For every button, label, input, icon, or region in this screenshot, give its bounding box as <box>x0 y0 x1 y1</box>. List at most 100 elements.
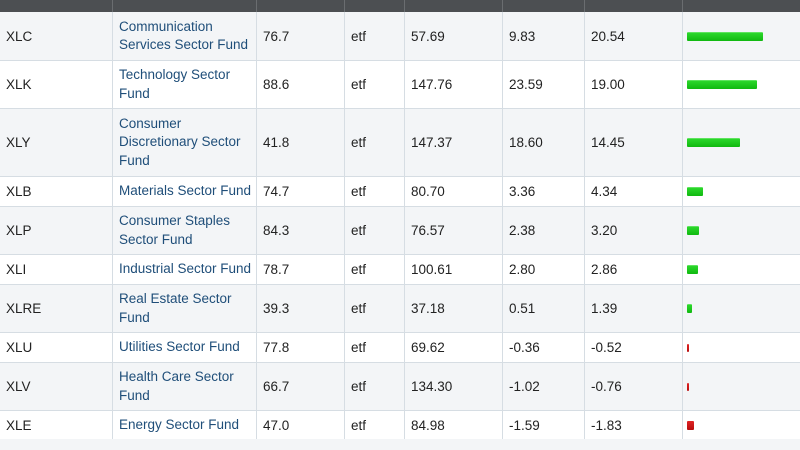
score-cell: 88.6 <box>256 61 344 108</box>
percent-change-cell: 20.54 <box>584 12 682 60</box>
fund-name-link[interactable]: Consumer Discretionary Sector Fund <box>112 109 256 176</box>
fund-name-link[interactable]: Real Estate Sector Fund <box>112 285 256 332</box>
fund-name-line[interactable]: Fund <box>119 85 150 101</box>
performance-bar-cell <box>682 177 800 206</box>
percent-change-cell: 4.34 <box>584 177 682 206</box>
table-row[interactable]: XLC Communication Services Sector Fund 76.7… <box>0 12 800 61</box>
table-row[interactable]: XLE Energy Sector Fund 47.0 etf 84.98 -1.59 -1… <box>0 411 800 441</box>
table-header <box>0 0 800 12</box>
table-row[interactable]: XLK Technology Sector Fund 88.6 etf 147.76 23.… <box>0 61 800 109</box>
fund-name-text[interactable]: Health Care Sector Fund <box>119 368 234 405</box>
table-row[interactable]: XLV Health Care Sector Fund 66.7 etf 134.30 -1… <box>0 363 800 411</box>
price-cell: 69.62 <box>404 333 502 362</box>
symbol-cell: XLV <box>6 379 31 394</box>
fund-name-line[interactable]: Consumer Staples <box>119 213 231 228</box>
fund-name-text[interactable]: Industrial Sector Fund <box>119 260 251 279</box>
price-cell: 100.61 <box>404 255 502 284</box>
fund-name-line[interactable]: Communication <box>119 18 213 34</box>
positive-performance-bar <box>687 31 763 41</box>
fund-name-link[interactable]: Utilities Sector Fund <box>112 333 256 362</box>
change-cell: 0.51 <box>502 285 584 332</box>
fund-name-line[interactable]: Fund <box>119 309 150 325</box>
percent-change-cell: 3.20 <box>584 207 682 254</box>
fund-name-line[interactable]: Sector Fund <box>119 231 193 247</box>
negative-performance-bar <box>687 382 689 391</box>
fund-name-text[interactable]: Consumer Discretionary Sector Fund <box>119 115 241 171</box>
fund-name-line[interactable]: Discretionary Sector <box>119 134 241 150</box>
fund-name-line[interactable]: Materials Sector Fund <box>119 183 252 199</box>
table-row[interactable]: XLY Consumer Discretionary Sector Fund 41.8 e… <box>0 109 800 177</box>
fund-name-text[interactable]: Energy Sector Fund <box>119 416 239 435</box>
type-cell: etf <box>344 363 404 410</box>
change-cell: -1.59 <box>502 411 584 440</box>
table-row[interactable]: XLI Industrial Sector Fund 78.7 etf 100.61 2.… <box>0 255 800 285</box>
score-cell: 78.7 <box>256 255 344 284</box>
fund-name-text[interactable]: Communication Services Sector Fund <box>119 18 248 55</box>
percent-change-cell: 2.86 <box>584 255 682 284</box>
table-row[interactable]: XLRE Real Estate Sector Fund 39.3 etf 37.18 0.… <box>0 285 800 333</box>
price-cell: 147.37 <box>404 109 502 176</box>
fund-name-text[interactable]: Real Estate Sector Fund <box>119 290 232 327</box>
type-cell: etf <box>344 255 404 284</box>
symbol-cell: XLU <box>6 340 33 355</box>
type-cell: etf <box>344 12 404 60</box>
fund-name-text[interactable]: Utilities Sector Fund <box>119 338 240 357</box>
positive-performance-bar <box>687 80 757 89</box>
fund-name-line[interactable]: Services Sector Fund <box>119 37 249 52</box>
fund-name-text[interactable]: Consumer Staples Sector Fund <box>119 212 230 249</box>
percent-change-cell: 19.00 <box>584 61 682 108</box>
table-row[interactable]: XLP Consumer Staples Sector Fund 84.3 etf 76.… <box>0 207 800 255</box>
fund-name-link[interactable]: Energy Sector Fund <box>112 411 256 440</box>
fund-name-link[interactable]: Health Care Sector Fund <box>112 363 256 410</box>
price-cell: 76.57 <box>404 207 502 254</box>
fund-name-text[interactable]: Materials Sector Fund <box>119 182 251 201</box>
change-cell: 2.38 <box>502 207 584 254</box>
change-cell: 18.60 <box>502 109 584 176</box>
score-cell: 84.3 <box>256 207 344 254</box>
price-cell: 37.18 <box>404 285 502 332</box>
fund-name-line[interactable]: Consumer <box>119 115 182 131</box>
type-cell: etf <box>344 285 404 332</box>
positive-performance-bar <box>687 265 698 274</box>
performance-bar-cell <box>682 255 800 284</box>
fund-name-line[interactable]: Utilities Sector Fund <box>119 339 240 355</box>
score-cell: 41.8 <box>256 109 344 176</box>
performance-bar-cell <box>682 61 800 108</box>
fund-name-text[interactable]: Technology Sector Fund <box>119 66 230 103</box>
negative-performance-bar <box>687 343 689 352</box>
fund-name-line[interactable]: Fund <box>119 152 150 168</box>
header-divider <box>502 0 503 12</box>
fund-name-link[interactable]: Communication Services Sector Fund <box>112 12 256 60</box>
symbol-cell: XLC <box>6 28 33 44</box>
symbol-cell: XLB <box>6 184 32 199</box>
fund-name-link[interactable]: Consumer Staples Sector Fund <box>112 207 256 254</box>
fund-name-link[interactable]: Industrial Sector Fund <box>112 255 256 284</box>
positive-performance-bar <box>687 138 740 147</box>
positive-performance-bar <box>687 226 699 235</box>
fund-name-line[interactable]: Energy Sector Fund <box>119 417 240 433</box>
change-cell: -0.36 <box>502 333 584 362</box>
fund-name-line[interactable]: Industrial Sector Fund <box>119 261 252 277</box>
performance-bar-cell <box>682 285 800 332</box>
score-cell: 39.3 <box>256 285 344 332</box>
header-divider <box>404 0 405 12</box>
percent-change-cell: 14.45 <box>584 109 682 176</box>
performance-bar-cell <box>682 207 800 254</box>
performance-bar-cell <box>682 411 800 440</box>
fund-name-line[interactable]: Real Estate Sector <box>119 291 232 306</box>
next-row-partial <box>0 439 800 450</box>
negative-performance-bar <box>687 421 694 430</box>
fund-name-line[interactable]: Technology Sector <box>119 67 231 82</box>
header-divider <box>344 0 345 12</box>
table-row[interactable]: XLB Materials Sector Fund 74.7 etf 80.70 3.36… <box>0 177 800 207</box>
fund-name-line[interactable]: Health Care Sector <box>119 369 234 384</box>
fund-name-link[interactable]: Technology Sector Fund <box>112 61 256 108</box>
fund-name-link[interactable]: Materials Sector Fund <box>112 177 256 206</box>
performance-bar-cell <box>682 363 800 410</box>
type-cell: etf <box>344 207 404 254</box>
type-cell: etf <box>344 411 404 440</box>
table-row[interactable]: XLU Utilities Sector Fund 77.8 etf 69.62 -0.3… <box>0 333 800 363</box>
fund-name-line[interactable]: Fund <box>119 387 150 403</box>
performance-bar-cell <box>682 12 800 60</box>
